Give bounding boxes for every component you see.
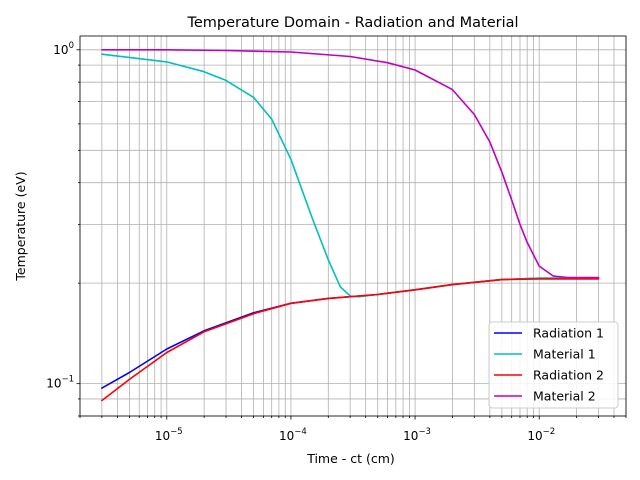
x-axis-label: Time - ct (cm) [306, 451, 395, 466]
chart-title: Temperature Domain - Radiation and Mater… [186, 15, 518, 31]
x-tick-label: 10−3 [403, 427, 431, 443]
legend-label: Material 1 [533, 347, 596, 362]
x-tick-label: 10−5 [155, 427, 183, 443]
y-axis-label: Temperature (eV) [13, 171, 28, 281]
series-line-radiation-2 [101, 278, 600, 402]
series-line-material-2 [101, 48, 600, 279]
plot-frame [79, 35, 627, 417]
x-tick-label: 10−2 [527, 427, 555, 443]
legend-label: Radiation 2 [533, 368, 604, 383]
legend-box [488, 321, 619, 409]
legend: Radiation 1 Material 1 Radiation 2 Material… [488, 321, 619, 409]
legend-label: Material 2 [533, 389, 596, 404]
legend-label: Radiation 1 [533, 326, 604, 341]
x-tick-label: 10−4 [279, 427, 307, 443]
legend-items: Radiation 1 Material 1 Radiation 2 Material… [494, 326, 604, 404]
series-lines [101, 48, 600, 402]
y-tick-label: 10−1 [46, 375, 74, 391]
axis-ticks: 10−5 10−4 10−3 10−2 10−1 100 [46, 41, 627, 443]
y-tick-label: 100 [53, 41, 74, 57]
